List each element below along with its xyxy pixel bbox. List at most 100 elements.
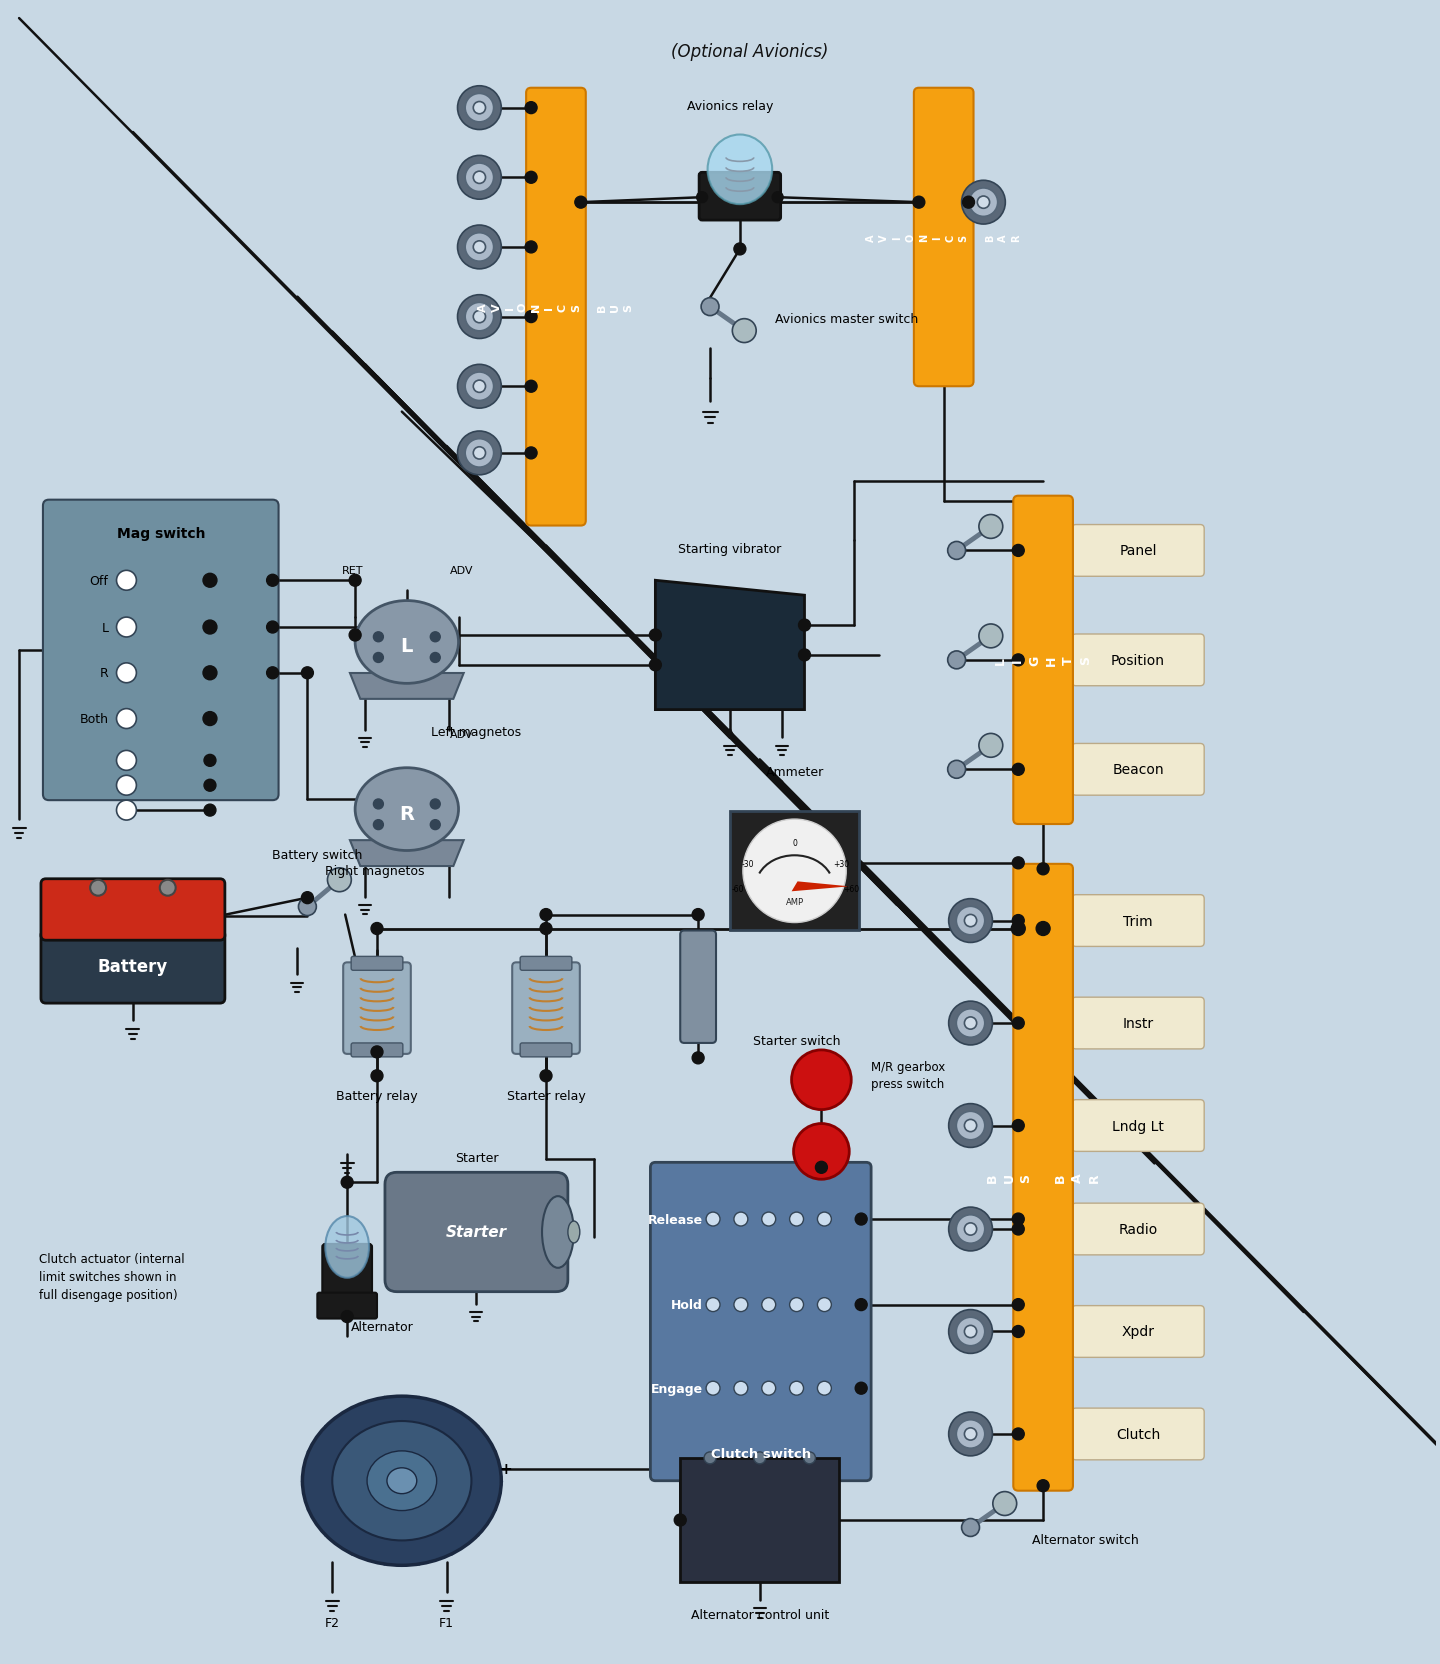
FancyBboxPatch shape	[680, 930, 716, 1043]
Circle shape	[348, 629, 361, 642]
Circle shape	[458, 296, 501, 339]
Text: Trim: Trim	[1123, 914, 1153, 929]
Circle shape	[799, 619, 811, 632]
FancyBboxPatch shape	[914, 88, 973, 388]
FancyBboxPatch shape	[40, 879, 225, 940]
FancyBboxPatch shape	[526, 88, 586, 526]
Circle shape	[526, 448, 537, 459]
FancyBboxPatch shape	[1071, 1203, 1204, 1255]
Text: L: L	[102, 621, 108, 634]
Circle shape	[956, 1215, 985, 1243]
Ellipse shape	[567, 1221, 580, 1243]
Circle shape	[818, 1381, 831, 1396]
Circle shape	[706, 1213, 720, 1226]
Circle shape	[526, 381, 537, 393]
Circle shape	[266, 576, 278, 587]
Circle shape	[734, 1381, 747, 1396]
Polygon shape	[350, 840, 464, 867]
FancyBboxPatch shape	[1071, 526, 1204, 577]
Circle shape	[949, 1310, 992, 1353]
FancyBboxPatch shape	[1071, 895, 1204, 947]
FancyBboxPatch shape	[351, 1043, 403, 1057]
Circle shape	[855, 1300, 867, 1311]
Circle shape	[789, 1298, 804, 1311]
Circle shape	[706, 1298, 720, 1311]
FancyBboxPatch shape	[1014, 864, 1073, 1491]
Circle shape	[203, 574, 217, 587]
Text: B
U
S

B
A
R: B U S B A R	[985, 1173, 1100, 1183]
Circle shape	[474, 448, 485, 459]
Circle shape	[1012, 1300, 1024, 1311]
Circle shape	[1012, 1120, 1024, 1132]
Circle shape	[465, 373, 494, 401]
Circle shape	[948, 760, 966, 779]
Text: Starter: Starter	[455, 1151, 498, 1165]
Circle shape	[373, 632, 383, 642]
Text: AMP: AMP	[785, 899, 804, 907]
Circle shape	[733, 319, 756, 343]
Ellipse shape	[387, 1468, 416, 1494]
Circle shape	[1012, 1223, 1024, 1235]
Text: +30: +30	[832, 859, 850, 869]
Circle shape	[789, 1213, 804, 1226]
Circle shape	[526, 311, 537, 323]
Circle shape	[855, 1213, 867, 1225]
Circle shape	[815, 1161, 828, 1173]
Text: Battery relay: Battery relay	[336, 1090, 418, 1103]
Circle shape	[979, 734, 1002, 757]
Circle shape	[117, 709, 137, 729]
Circle shape	[431, 820, 441, 830]
Ellipse shape	[367, 1451, 436, 1511]
Text: Right magnetos: Right magnetos	[325, 865, 425, 879]
Circle shape	[431, 652, 441, 662]
Text: F2: F2	[325, 1616, 340, 1629]
Ellipse shape	[333, 1421, 471, 1541]
Text: Off: Off	[89, 574, 108, 587]
FancyBboxPatch shape	[40, 930, 225, 1003]
Circle shape	[855, 1383, 867, 1394]
Circle shape	[762, 1213, 776, 1226]
Circle shape	[373, 652, 383, 662]
Circle shape	[978, 196, 989, 210]
Circle shape	[526, 241, 537, 253]
Circle shape	[965, 1223, 976, 1235]
Ellipse shape	[541, 1196, 575, 1268]
Circle shape	[1012, 764, 1024, 775]
Ellipse shape	[356, 769, 458, 850]
Circle shape	[956, 1008, 985, 1038]
Circle shape	[431, 632, 441, 642]
Text: -30: -30	[742, 859, 755, 869]
Text: Engage: Engage	[651, 1381, 703, 1394]
Circle shape	[706, 1381, 720, 1396]
Circle shape	[327, 869, 351, 892]
Circle shape	[792, 1050, 851, 1110]
Circle shape	[465, 95, 494, 123]
Circle shape	[979, 624, 1002, 649]
Circle shape	[458, 156, 501, 200]
Circle shape	[772, 193, 783, 203]
Text: Starter: Starter	[446, 1225, 507, 1240]
Circle shape	[91, 880, 107, 897]
Circle shape	[540, 924, 552, 935]
Text: Starter switch: Starter switch	[753, 1035, 841, 1048]
Circle shape	[373, 799, 383, 809]
FancyBboxPatch shape	[520, 957, 572, 970]
Circle shape	[526, 171, 537, 185]
Text: +: +	[500, 1461, 513, 1476]
Circle shape	[734, 1298, 747, 1311]
Circle shape	[160, 880, 176, 897]
Text: Clutch switch: Clutch switch	[711, 1448, 811, 1461]
Text: L: L	[400, 637, 413, 656]
Circle shape	[962, 196, 975, 210]
Circle shape	[465, 439, 494, 468]
Circle shape	[204, 780, 216, 792]
Text: Clutch actuator (internal
limit switches shown in
full disengage position): Clutch actuator (internal limit switches…	[39, 1253, 184, 1301]
Circle shape	[348, 576, 361, 587]
Circle shape	[992, 1491, 1017, 1516]
FancyBboxPatch shape	[1071, 997, 1204, 1050]
Text: Instr: Instr	[1123, 1017, 1153, 1030]
Circle shape	[818, 1298, 831, 1311]
Circle shape	[117, 775, 137, 795]
Circle shape	[474, 381, 485, 393]
Circle shape	[793, 1123, 850, 1180]
